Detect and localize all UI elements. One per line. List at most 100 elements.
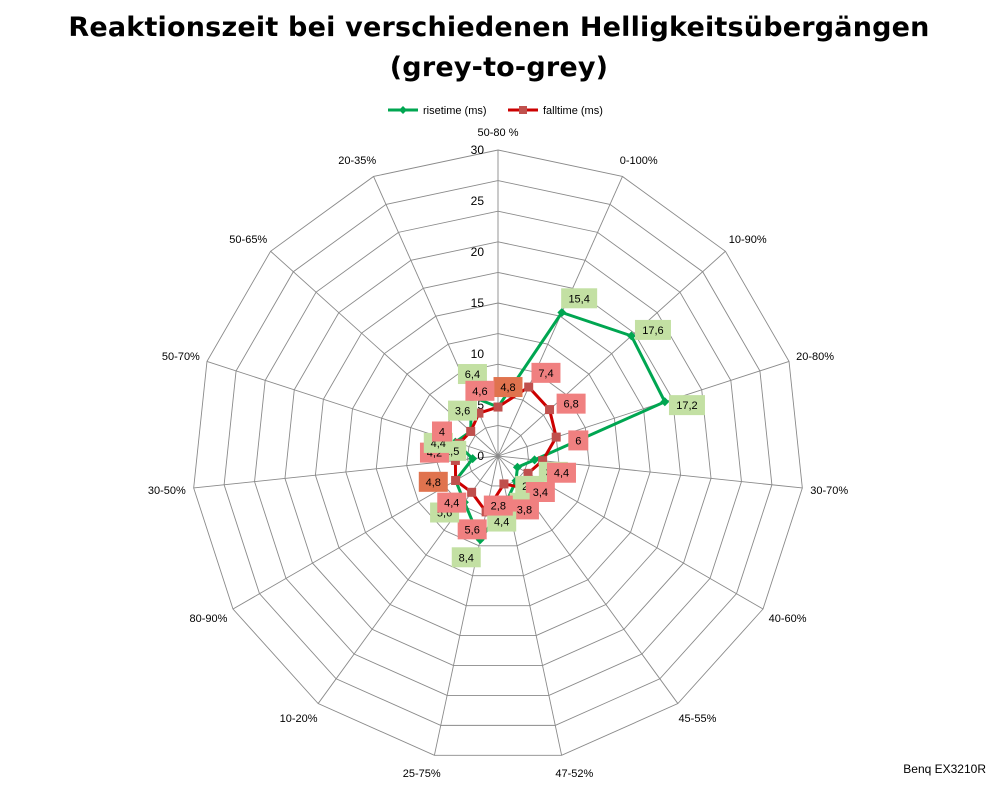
- falltime-point: [545, 405, 555, 415]
- falltime-point: [523, 468, 533, 478]
- falltime-data-label-text: 6: [575, 435, 581, 447]
- falltime-data-label: 4,8: [418, 471, 448, 492]
- data-label-bg: [668, 395, 705, 416]
- category-label: 50-80 %: [478, 127, 519, 139]
- falltime-data-label-text: 4,4: [444, 498, 459, 510]
- data-label-bg: [525, 482, 555, 503]
- data-label-bg: [509, 499, 539, 520]
- grid-ring: [314, 271, 682, 637]
- grid-spoke: [497, 250, 726, 457]
- risetime-point: [557, 308, 567, 318]
- falltime-point: [474, 408, 484, 418]
- grid-spoke: [317, 455, 499, 704]
- legend-label-falltime: falltime (ms): [543, 105, 603, 117]
- grid-ring: [467, 424, 529, 487]
- data-label-bg: [451, 547, 481, 568]
- risetime-data-label: 3,6: [448, 400, 478, 421]
- risetime-data-label: 15,4: [561, 288, 598, 309]
- category-label: 25-75%: [403, 768, 441, 780]
- risetime-data-label-text: 3,6: [455, 406, 470, 418]
- data-label-bg: [483, 495, 513, 516]
- data-label-bg: [418, 471, 448, 492]
- risetime-point: [626, 331, 636, 341]
- falltime-data-label: 3,4: [525, 482, 555, 503]
- risetime-data-label: 6,4: [457, 364, 487, 385]
- falltime-point: [493, 402, 503, 412]
- legend: risetime (ms) falltime (ms): [388, 105, 603, 117]
- risetime-point: [468, 454, 478, 464]
- falltime-data-label: 4,6: [465, 380, 495, 401]
- data-label-bg: [561, 288, 598, 309]
- risetime-data-label: 4,4: [487, 511, 517, 532]
- falltime-data-label-text: 4,8: [426, 477, 441, 489]
- falltime-data-label-text: 4,8: [500, 382, 515, 394]
- radial-tick-label: 25: [471, 194, 485, 208]
- falltime-data-label: 6: [568, 430, 589, 451]
- falltime-point: [451, 475, 461, 485]
- grid-spoke: [497, 361, 790, 457]
- falltime-data-label-text: 2,8: [491, 501, 506, 513]
- category-label: 10-90%: [729, 234, 767, 246]
- radial-tick-labels: 0 5 10 15 20 25 30: [471, 143, 485, 463]
- radial-tick-label: 5: [477, 398, 484, 412]
- category-label: 80-90%: [189, 613, 227, 625]
- series-lines: [450, 308, 670, 545]
- grid-ring: [345, 302, 651, 607]
- risetime-data-label-text: 17,6: [642, 325, 663, 337]
- chart-title: Reaktionszeit bei verschiedenen Helligke…: [68, 12, 930, 43]
- grid-spoke: [270, 250, 499, 457]
- risetime-data-label-text: 17,2: [676, 400, 697, 412]
- data-label-bg: [568, 430, 589, 451]
- grid-ring: [193, 149, 803, 756]
- risetime-data-label: 17,6: [634, 319, 671, 340]
- falltime-data-label-text: 6,8: [563, 399, 578, 411]
- radial-tick-label: 0: [477, 449, 484, 463]
- falltime-data-label: 5,6: [457, 519, 487, 540]
- data-label-bg: [493, 377, 523, 398]
- falltime-data-label: 2,8: [483, 495, 513, 516]
- falltime-data-label: 3,8: [509, 499, 539, 520]
- falltime-data-label: 4,4: [546, 462, 576, 483]
- radial-tick-label: 10: [471, 347, 485, 361]
- falltime-point: [499, 479, 509, 489]
- grid-ring: [375, 333, 621, 577]
- legend-marker-risetime: [399, 106, 407, 114]
- footer-note: Benq EX3210R: [903, 762, 986, 776]
- category-label: 0-100%: [620, 155, 658, 167]
- category-label: 45-55%: [678, 713, 716, 725]
- category-label: 30-70%: [810, 485, 848, 497]
- falltime-data-label-text: 4: [439, 426, 445, 438]
- legend-marker-falltime: [519, 106, 527, 114]
- risetime-data-label-text: 8,4: [459, 552, 474, 564]
- grid-spoke: [497, 455, 803, 489]
- falltime-data-label-text: 3,4: [533, 487, 548, 499]
- falltime-data-label-text: 5,6: [465, 524, 480, 536]
- data-label-bg: [437, 492, 467, 513]
- grid-ring: [284, 241, 712, 666]
- falltime-data-label: 7,4: [531, 362, 561, 383]
- risetime-data-label: 8,4: [451, 547, 481, 568]
- data-labels: 4,815,47,417,66,817,263,64,42,23,433,84,…: [418, 288, 705, 568]
- grid-ring: [254, 210, 742, 696]
- risetime-data-label-text: 15,4: [568, 293, 589, 305]
- falltime-point: [466, 426, 476, 436]
- radial-tick-label: 20: [471, 245, 485, 259]
- legend-label-risetime: risetime (ms): [423, 105, 487, 117]
- risetime-point: [660, 397, 670, 407]
- data-label-bg: [465, 380, 495, 401]
- data-label-bg: [556, 393, 586, 414]
- category-label: 50-70%: [162, 351, 200, 363]
- risetime-data-label: 17,2: [668, 395, 705, 416]
- data-label-bg: [531, 362, 561, 383]
- radial-tick-label: 30: [471, 143, 485, 157]
- risetime-data-label-text: 4,4: [494, 517, 509, 529]
- data-label-bg: [546, 462, 576, 483]
- category-labels: 50-80 % 0-100% 10-90% 20-80% 30-70% 40-60% 45-…: [148, 127, 849, 780]
- category-label: 47-52%: [555, 768, 593, 780]
- data-label-bg: [431, 421, 452, 442]
- falltime-point: [551, 432, 561, 442]
- category-label: 50-65%: [229, 234, 267, 246]
- grid-ring: [223, 180, 773, 726]
- falltime-data-label-text: 4,6: [472, 386, 487, 398]
- data-label-bg: [634, 319, 671, 340]
